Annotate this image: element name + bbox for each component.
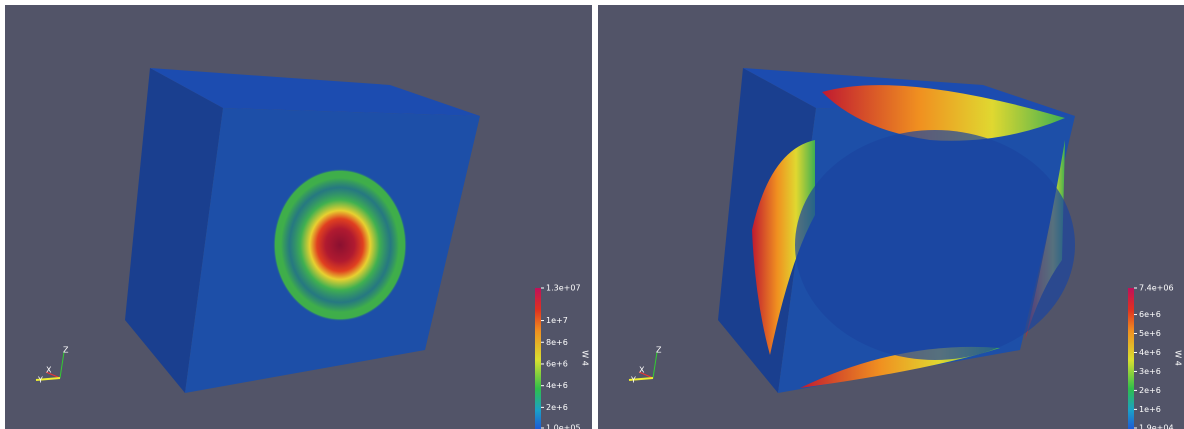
colorbar-label: 1.9e+04 [1139, 424, 1174, 429]
colorbar-label: 1e+6 [1139, 405, 1161, 414]
axis-z [59, 351, 65, 379]
colorbar-label: 2e+6 [546, 403, 568, 412]
axis-z [652, 351, 658, 379]
axis-label: Z [656, 346, 662, 355]
colorbar-label: 7.4e+06 [1139, 284, 1174, 293]
axis-label: Y [37, 376, 43, 385]
axis-y [628, 377, 654, 381]
colorbar [535, 288, 541, 429]
colorbar-title: W 4 [1174, 350, 1183, 366]
colorbar-label: 8e+6 [546, 338, 568, 347]
colorbar-label: 1.0e+05 [546, 424, 581, 429]
colorbar-label: 6e+6 [1139, 310, 1161, 319]
colorbar-label: 2e+6 [1139, 386, 1161, 395]
colorbar-label: 5e+6 [1139, 329, 1161, 338]
axis-label: Y [630, 376, 636, 385]
colorbar-title: W 4 [581, 350, 590, 366]
axis-label: Z [63, 346, 69, 355]
colorbar-label: 4e+6 [546, 381, 568, 390]
colorbar-label: 1.3e+07 [546, 284, 581, 293]
axis-y [35, 377, 61, 381]
axis-label: X [46, 366, 52, 375]
colorbar-label: 1e+7 [546, 316, 568, 325]
axis-label: X [639, 366, 645, 375]
colorbar-label: 6e+6 [546, 359, 568, 368]
axis-x [638, 371, 654, 379]
cube [125, 68, 480, 393]
colorbar-label: 4e+6 [1139, 348, 1161, 357]
cube [718, 68, 1075, 393]
colorbar [1128, 288, 1134, 429]
axis-x [45, 371, 61, 379]
colorbar-label: 3e+6 [1139, 367, 1161, 376]
